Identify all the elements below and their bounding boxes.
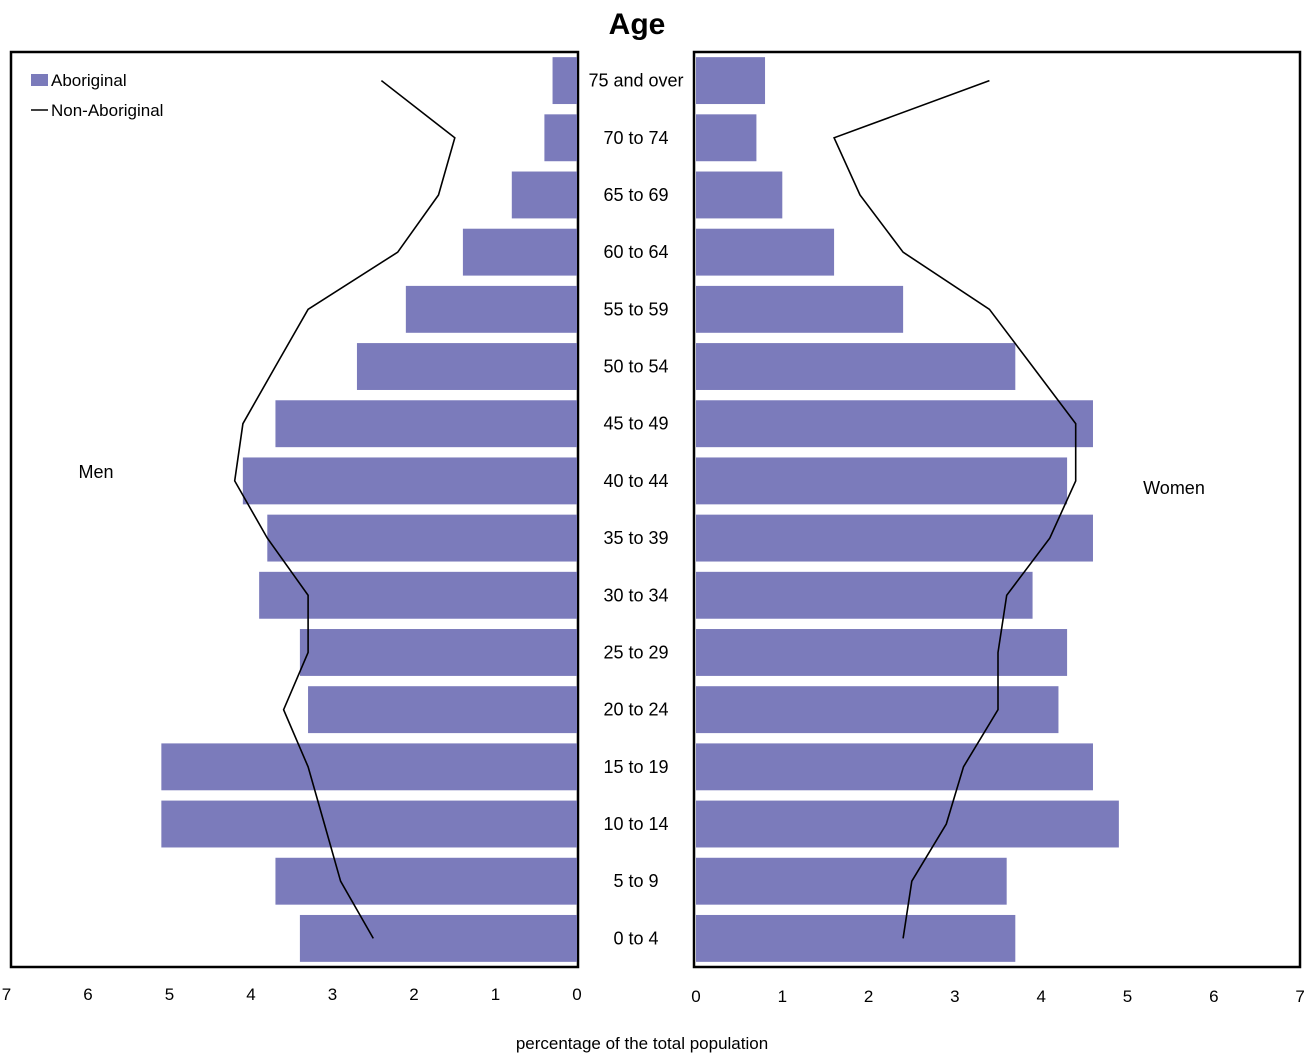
age-category-label: 35 to 39 bbox=[603, 528, 668, 548]
chart-title: Age bbox=[609, 8, 666, 41]
age-category-label: 15 to 19 bbox=[603, 757, 668, 777]
men-aboriginal-bar bbox=[462, 228, 577, 276]
women-aboriginal-bar bbox=[696, 343, 1016, 390]
women-aboriginal-bar bbox=[696, 857, 1007, 905]
women-panel-label: Women bbox=[1143, 478, 1205, 498]
age-category-label: 20 to 24 bbox=[603, 700, 668, 720]
age-category-label: 65 to 69 bbox=[603, 185, 668, 205]
age-category-label: 40 to 44 bbox=[603, 471, 668, 491]
men-aboriginal-bar bbox=[275, 400, 577, 448]
legend-label-aboriginal: Aboriginal bbox=[51, 71, 127, 90]
men-x-tick-label: 1 bbox=[491, 985, 500, 1004]
men-aboriginal-bar bbox=[356, 343, 577, 390]
men-non-aboriginal-line bbox=[233, 79, 456, 939]
men-aboriginal-bar bbox=[267, 514, 577, 562]
age-category-label: 0 to 4 bbox=[613, 928, 658, 948]
women-aboriginal-bar bbox=[696, 114, 757, 162]
age-category-label: 30 to 34 bbox=[603, 585, 668, 605]
age-category-label: 5 to 9 bbox=[613, 871, 658, 891]
women-aboriginal-bar bbox=[696, 285, 904, 333]
women-aboriginal-bar bbox=[696, 914, 1016, 962]
age-category-label: 55 to 59 bbox=[603, 299, 668, 319]
men-aboriginal-bar bbox=[308, 686, 577, 734]
women-x-tick-label: 0 bbox=[691, 987, 700, 1006]
age-category-label: 70 to 74 bbox=[603, 128, 668, 148]
x-axis-label: percentage of the total population bbox=[516, 1034, 768, 1053]
men-plot-frame bbox=[9, 50, 580, 969]
men-aboriginal-bar bbox=[161, 800, 577, 848]
age-category-label: 50 to 54 bbox=[603, 357, 668, 377]
men-x-tick-label: 5 bbox=[165, 985, 174, 1004]
women-x-tick-label: 7 bbox=[1295, 987, 1304, 1006]
men-aboriginal-bar bbox=[275, 857, 577, 905]
women-aboriginal-bar bbox=[696, 171, 783, 219]
men-x-tick-label: 4 bbox=[246, 985, 255, 1004]
women-x-tick-label: 3 bbox=[950, 987, 959, 1006]
women-x-tick-label: 5 bbox=[1123, 987, 1132, 1006]
men-aboriginal-bar bbox=[299, 629, 577, 676]
age-category-label: 45 to 49 bbox=[603, 414, 668, 434]
women-aboriginal-bar bbox=[696, 743, 1093, 791]
men-aboriginal-bar bbox=[552, 57, 577, 105]
women-aboriginal-bar bbox=[696, 514, 1093, 562]
men-aboriginal-bar bbox=[259, 571, 577, 619]
women-x-tick-label: 4 bbox=[1036, 987, 1045, 1006]
men-aboriginal-bar bbox=[161, 743, 577, 791]
women-aboriginal-bar bbox=[696, 571, 1033, 619]
men-x-tick-label: 2 bbox=[409, 985, 418, 1004]
age-category-label: 25 to 29 bbox=[603, 642, 668, 662]
men-aboriginal-bar bbox=[242, 457, 577, 505]
women-aboriginal-bar bbox=[696, 57, 766, 105]
age-category-labels: 75 and over 70 to 74 65 to 69 60 to 64 55 to… bbox=[588, 71, 683, 949]
women-x-tick-label: 6 bbox=[1209, 987, 1218, 1006]
age-category-label: 75 and over bbox=[588, 71, 683, 91]
age-category-label: 60 to 64 bbox=[603, 242, 668, 262]
legend: Aboriginal Non-Aboriginal bbox=[31, 71, 163, 120]
men-x-tick-label: 6 bbox=[83, 985, 92, 1004]
women-x-tick-label: 1 bbox=[778, 987, 787, 1006]
men-aboriginal-bar bbox=[511, 171, 577, 219]
men-x-tick-label: 7 bbox=[2, 985, 11, 1004]
legend-label-non-aboriginal: Non-Aboriginal bbox=[51, 101, 163, 120]
men-panel: 7 6 5 4 3 2 1 0 Men bbox=[2, 50, 582, 1004]
men-aboriginal-bar bbox=[405, 285, 577, 333]
men-aboriginal-bar bbox=[299, 914, 577, 962]
women-panel: 0 1 2 3 4 5 6 7 Women bbox=[691, 50, 1304, 1006]
legend-swatch-aboriginal bbox=[31, 74, 48, 86]
men-x-tick-label: 0 bbox=[572, 985, 581, 1004]
men-aboriginal-bar bbox=[544, 114, 577, 162]
women-aboriginal-bar bbox=[696, 228, 835, 276]
women-aboriginal-bar bbox=[696, 686, 1059, 734]
age-category-label: 10 to 14 bbox=[603, 814, 668, 834]
women-aboriginal-bar bbox=[696, 457, 1068, 505]
women-plot-frame bbox=[692, 50, 1302, 969]
men-panel-label: Men bbox=[78, 462, 113, 482]
women-aboriginal-bar bbox=[696, 800, 1119, 848]
women-non-aboriginal-line bbox=[833, 79, 1077, 939]
women-x-tick-label: 2 bbox=[864, 987, 873, 1006]
women-aboriginal-bar bbox=[696, 400, 1093, 448]
men-x-tick-label: 3 bbox=[328, 985, 337, 1004]
women-aboriginal-bar bbox=[696, 629, 1068, 676]
